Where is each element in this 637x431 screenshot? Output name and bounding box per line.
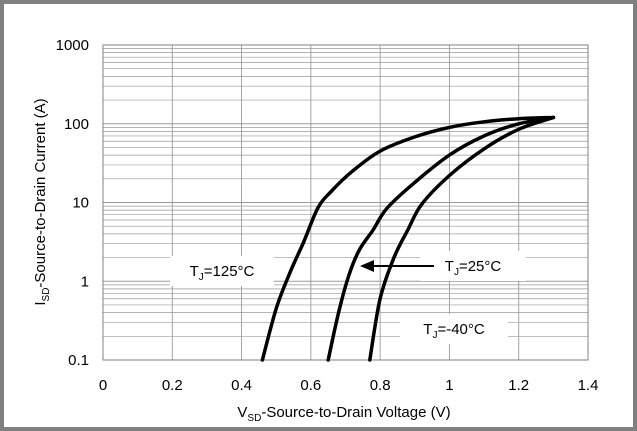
- annotation-rest: =25°C: [459, 258, 501, 275]
- annotation-t40: TJ=-40°C: [423, 321, 485, 341]
- series-line-t25: [326, 115, 556, 362]
- annotation-sub: J: [432, 330, 437, 341]
- annotation-main: T: [445, 258, 454, 275]
- y-axis-label-main: I: [32, 301, 49, 305]
- x-axis-label-main: V: [237, 404, 247, 421]
- y-tick-label: 0.1: [68, 352, 89, 369]
- y-axis-label-sub: SD: [41, 288, 52, 302]
- annotation-box-t25: [420, 251, 526, 281]
- x-tick-label: 0.8: [370, 377, 391, 394]
- annotation-sub: J: [454, 267, 459, 278]
- x-tick-label: 1.2: [508, 377, 529, 394]
- plot-border: [102, 44, 589, 361]
- annotation-sub: J: [199, 272, 204, 283]
- x-tick-label: 1: [445, 377, 453, 394]
- x-tick-label: 0.6: [300, 377, 321, 394]
- annotation-rest: =125°C: [204, 263, 255, 280]
- annotations: TJ=125°C TJ=25°CTJ=-40°C: [170, 251, 526, 344]
- annotation-arrowhead: [360, 260, 374, 272]
- series-group: [260, 115, 556, 362]
- x-axis-label-rest: -Source-to-Drain Voltage (V): [261, 404, 450, 421]
- y-tick-label: 1: [81, 273, 89, 290]
- y-axis-label: ISD-Source-to-Drain Current (A): [32, 98, 52, 305]
- x-tick-labels: 0 0.2 0.4 0.6 0.8 1 1.2 1.4: [99, 377, 599, 394]
- x-tick-label: 0.4: [231, 377, 252, 394]
- series-line-t40: [368, 115, 556, 362]
- x-tick-label: 0: [99, 377, 107, 394]
- annotation-t125: TJ=125°C: [190, 263, 255, 283]
- annotation-main: T: [190, 263, 199, 280]
- annotation-rest: =-40°C: [437, 321, 484, 338]
- x-axis-label-sub: SD: [247, 413, 261, 424]
- annotation-box-t40: [400, 314, 508, 344]
- x-axis-label: VSD-Source-to-Drain Voltage (V): [237, 404, 450, 424]
- y-tick-label: 1000: [56, 37, 89, 54]
- x-tick-label: 0.2: [162, 377, 183, 394]
- annotation-main: T: [423, 321, 432, 338]
- y-tick-label: 10: [72, 195, 89, 212]
- annotation-t25: TJ=25°C: [445, 258, 502, 278]
- y-axis-label-rest: -Source-to-Drain Current (A): [32, 98, 49, 287]
- y-tick-label: 100: [64, 116, 89, 133]
- y-tick-labels: 0.1 1 10 100 1000: [56, 37, 89, 369]
- x-tick-label: 1.4: [578, 377, 599, 394]
- series-line-t125: [260, 115, 556, 362]
- annotation-box-t125: [170, 256, 274, 286]
- grid: [102, 45, 589, 361]
